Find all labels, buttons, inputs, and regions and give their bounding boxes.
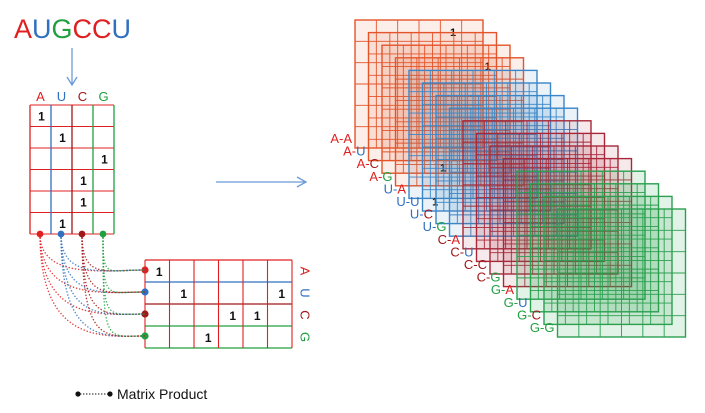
product-link <box>81 233 146 337</box>
sequence-letter: A <box>14 14 32 44</box>
matrix-product-links <box>39 233 146 337</box>
sequence-letter: G <box>52 14 73 44</box>
pair-matrix-g-a: G-A <box>491 170 646 300</box>
result-arrow <box>216 176 308 188</box>
transposed-matrix: 1 1 1 1 1 1 A U C G <box>141 259 313 349</box>
pair-matrix-a-u: 1A-U <box>343 31 498 162</box>
row-header: U <box>298 288 313 297</box>
cell-value: 1 <box>101 152 108 166</box>
pair-label: C-A <box>438 232 461 247</box>
pair-matrix-a-c: A-C <box>357 44 511 174</box>
pair-matrix-u-a: 1U-A <box>384 69 538 200</box>
pair-label: A-U <box>343 144 365 159</box>
cell-value: 1 <box>80 195 87 209</box>
column-header: C <box>78 89 87 104</box>
product-link <box>39 233 146 337</box>
product-link <box>81 233 146 294</box>
cell-value: 1 <box>254 309 261 323</box>
row-header: C <box>298 310 313 319</box>
pair-label: U-U <box>396 194 419 209</box>
product-link <box>102 233 146 272</box>
pair-matrix-c-c: C-C <box>464 145 619 275</box>
cell-value: 1 <box>59 217 66 231</box>
pair-label: C-G <box>477 270 501 285</box>
legend-label: Matrix Product <box>117 386 207 402</box>
pair-label: G-C <box>517 307 541 322</box>
pair-matrix-c-a: C-A <box>438 120 592 250</box>
pair-matrix-u-u: 1 U-U <box>396 82 552 212</box>
pair-label: U-A <box>384 181 407 196</box>
sequence-letter: C <box>73 14 93 44</box>
pair-label: A-C <box>357 156 379 171</box>
pair-matrix-g-u: G-U <box>504 183 660 313</box>
pair-matrix-a-a: 1A-A <box>330 19 484 149</box>
pair-label: G-U <box>504 295 528 310</box>
cell-value: 1 <box>278 287 285 301</box>
pair-matrix-c-g: C-G <box>477 157 633 288</box>
product-link <box>81 233 146 315</box>
product-link <box>60 233 146 337</box>
pair-matrix-a-g: A-G <box>369 57 525 187</box>
cell-value: 1 <box>205 331 212 345</box>
column-header: U <box>57 89 66 104</box>
product-link <box>39 233 146 272</box>
sequence-letter: U <box>112 14 132 44</box>
cell-value: 1 <box>432 197 438 209</box>
pair-label: G-A <box>491 282 514 297</box>
product-link <box>102 233 146 315</box>
sequence-letter: U <box>32 14 52 44</box>
pair-label: A-A <box>330 131 352 146</box>
product-link <box>39 233 146 315</box>
product-link <box>60 233 146 315</box>
arrow-head <box>66 76 78 87</box>
pair-matrix-g-g: G-G <box>530 208 687 338</box>
cell-value: 1 <box>59 131 66 145</box>
column-header: G <box>98 89 108 104</box>
pair-matrix-stack: 1A-A1A-UA-CA-G1U-A1 U-UU-CU-GC-AC-UC-CC-G… <box>330 19 687 338</box>
pair-label: A-G <box>369 169 392 184</box>
pair-matrix-c-u: C-U <box>450 132 606 263</box>
cell-value: 1 <box>38 109 45 123</box>
sequence-letter: C <box>92 14 112 44</box>
product-link <box>60 233 146 272</box>
cell-value: 1 <box>80 174 87 188</box>
down-arrow <box>66 48 78 87</box>
row-header: G <box>298 332 313 342</box>
legend: Matrix Product <box>75 386 207 402</box>
pair-label: U-C <box>410 207 433 222</box>
row-header: A <box>298 267 313 276</box>
pair-label: G-G <box>530 320 555 335</box>
cell-value: 1 <box>180 287 187 301</box>
sequence-word: AUGCCU <box>14 14 131 44</box>
pair-matrix-u-g: U-G <box>423 107 579 237</box>
cell-value: 1 <box>156 265 163 279</box>
cell-value: 1 <box>229 309 236 323</box>
product-link <box>60 233 146 294</box>
legend-dot-end <box>107 391 113 397</box>
legend-dot-start <box>75 391 81 397</box>
pair-label: C-C <box>464 257 487 272</box>
pair-matrix-u-c: U-C <box>410 94 565 225</box>
column-header: A <box>36 89 45 104</box>
pair-label: C-U <box>450 244 473 259</box>
pair-label: U-G <box>423 219 447 234</box>
pair-matrix-g-c: G-C <box>517 195 673 326</box>
product-link <box>102 233 146 337</box>
product-link <box>102 233 146 294</box>
product-link <box>81 233 146 272</box>
arrow-head <box>296 176 308 188</box>
